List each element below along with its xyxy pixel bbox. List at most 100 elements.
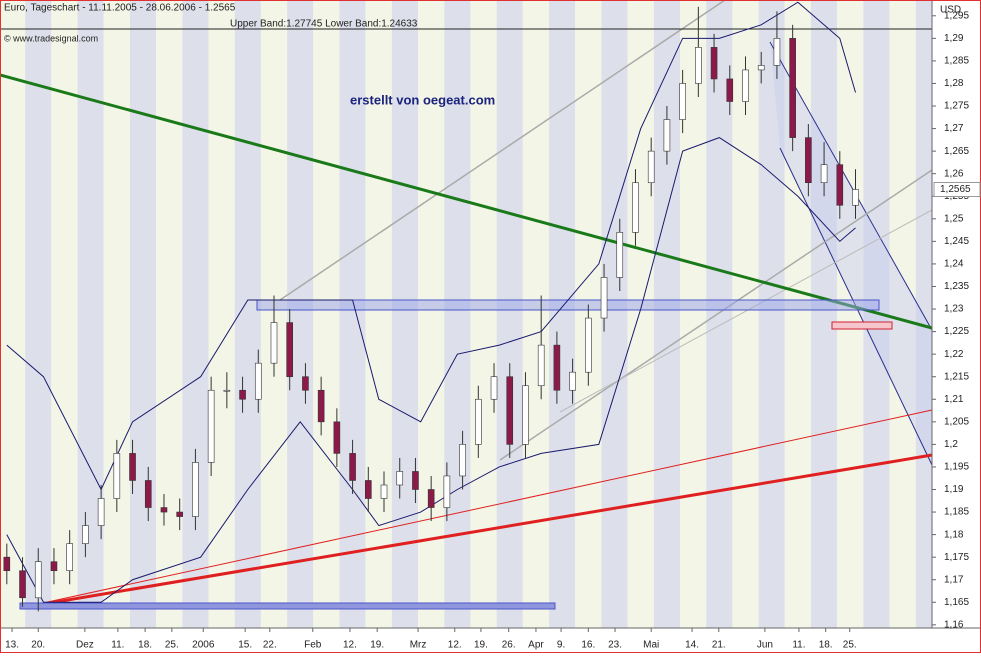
stripe [129, 0, 157, 628]
candle-body [66, 543, 73, 572]
x-tick-label: 11. [792, 640, 805, 651]
stripe [889, 0, 916, 628]
candle-body [19, 570, 26, 599]
y-tick-label: 1,195 [944, 462, 969, 473]
y-tick-label: 1,29 [944, 33, 964, 44]
candle-body [679, 83, 686, 120]
candle-body [380, 484, 388, 499]
x-tick-label: 22. [263, 640, 277, 651]
annotation: erstellt von oegeat.com [350, 92, 495, 107]
y-tick-label: 1,185 [944, 507, 969, 518]
candle-body [129, 453, 136, 481]
y-tick-label: 1,28 [944, 78, 964, 89]
trend-line [499, 169, 933, 461]
stripe [549, 0, 576, 628]
y-tick-label: 1,23 [944, 304, 964, 315]
stripe [391, 0, 419, 628]
candle-body [34, 561, 42, 599]
candle-body [160, 507, 168, 513]
x-tick-label: 13. [5, 640, 19, 651]
trend-line [19, 453, 933, 610]
candle-body [773, 38, 781, 66]
x-tick-label: 25. [165, 640, 179, 651]
trend-line [559, 209, 933, 413]
candle-body [396, 471, 404, 486]
y-tick-label: 1,235 [944, 281, 969, 292]
band-line [6, 137, 856, 603]
y-tick-label: 1,24 [944, 259, 964, 270]
y-tick-label: 1,205 [944, 416, 969, 427]
stripe [51, 0, 78, 628]
candle-body [632, 182, 639, 233]
x-tick-label: 15. [238, 640, 252, 651]
candle-body [616, 232, 624, 278]
y-unit: USD [940, 5, 961, 16]
y-tick-label: 1,25 [944, 213, 964, 224]
x-tick-label: Apr [528, 640, 544, 651]
stripe [339, 0, 366, 628]
candle-body [742, 69, 749, 102]
x-tick-label: 26. [502, 640, 516, 651]
candle-body [820, 164, 828, 184]
stripe [653, 0, 681, 628]
zone [831, 321, 893, 330]
candle-body [569, 371, 576, 391]
candle-body [836, 164, 844, 206]
candle-body [585, 317, 592, 373]
candle-body [506, 376, 514, 445]
candle-body [710, 47, 718, 80]
x-tick-label: 19. [370, 640, 384, 651]
y-tick-label: 1,265 [944, 146, 969, 157]
candle-body [82, 525, 89, 544]
x-tick-label: Mai [643, 640, 659, 651]
x-tick-label: 25. [843, 640, 857, 651]
x-tick-label: 18. [138, 640, 152, 651]
candle-body [50, 561, 58, 572]
candle-body [239, 389, 246, 400]
candle-body [459, 444, 466, 477]
y-tick-label: 1,26 [944, 168, 964, 179]
chart-title: Euro, Tageschart - 11.11.2005 - 28.06.20… [4, 3, 236, 14]
y-tick-label: 1,175 [944, 552, 969, 563]
trend-line [279, 0, 726, 301]
x-tick-label: Dez [76, 640, 94, 651]
last-price-box [933, 181, 981, 197]
stripe [313, 0, 340, 628]
trend-line [19, 409, 933, 609]
stripe [470, 0, 497, 628]
candle-body [3, 556, 11, 572]
stripe [784, 0, 811, 628]
candle-body [695, 47, 702, 84]
stripe [837, 0, 864, 628]
last-price-label: 1,2565 [940, 184, 971, 195]
candle-body [537, 344, 545, 387]
stripe [365, 0, 392, 628]
candle-body [113, 453, 121, 499]
y-tick-label: 1,18 [944, 529, 964, 540]
candle-body [270, 322, 278, 364]
candle-body [302, 376, 309, 391]
candle-body [805, 137, 812, 184]
stripe [810, 0, 838, 628]
y-tick-label: 1,21 [944, 394, 964, 405]
zone [256, 299, 880, 311]
candle-body [254, 362, 262, 400]
stripe [208, 0, 235, 628]
x-tick-label: 12. [343, 640, 357, 651]
candle-body [789, 38, 796, 138]
candle-body [192, 462, 199, 517]
band-line [6, 1, 856, 491]
stripe [706, 0, 733, 628]
y-tick-label: 1,17 [944, 574, 964, 585]
zone [19, 602, 556, 610]
y-tick-label: 1,285 [944, 56, 969, 67]
x-tick-label: 9. [557, 640, 565, 651]
candle-body [176, 511, 183, 517]
candle-body [726, 78, 734, 102]
candle-body [286, 322, 294, 378]
candle-body [317, 389, 325, 423]
y-tick-label: 1,165 [944, 597, 969, 608]
candle-body [443, 475, 451, 508]
y-tick-label: 1,295 [944, 10, 969, 21]
